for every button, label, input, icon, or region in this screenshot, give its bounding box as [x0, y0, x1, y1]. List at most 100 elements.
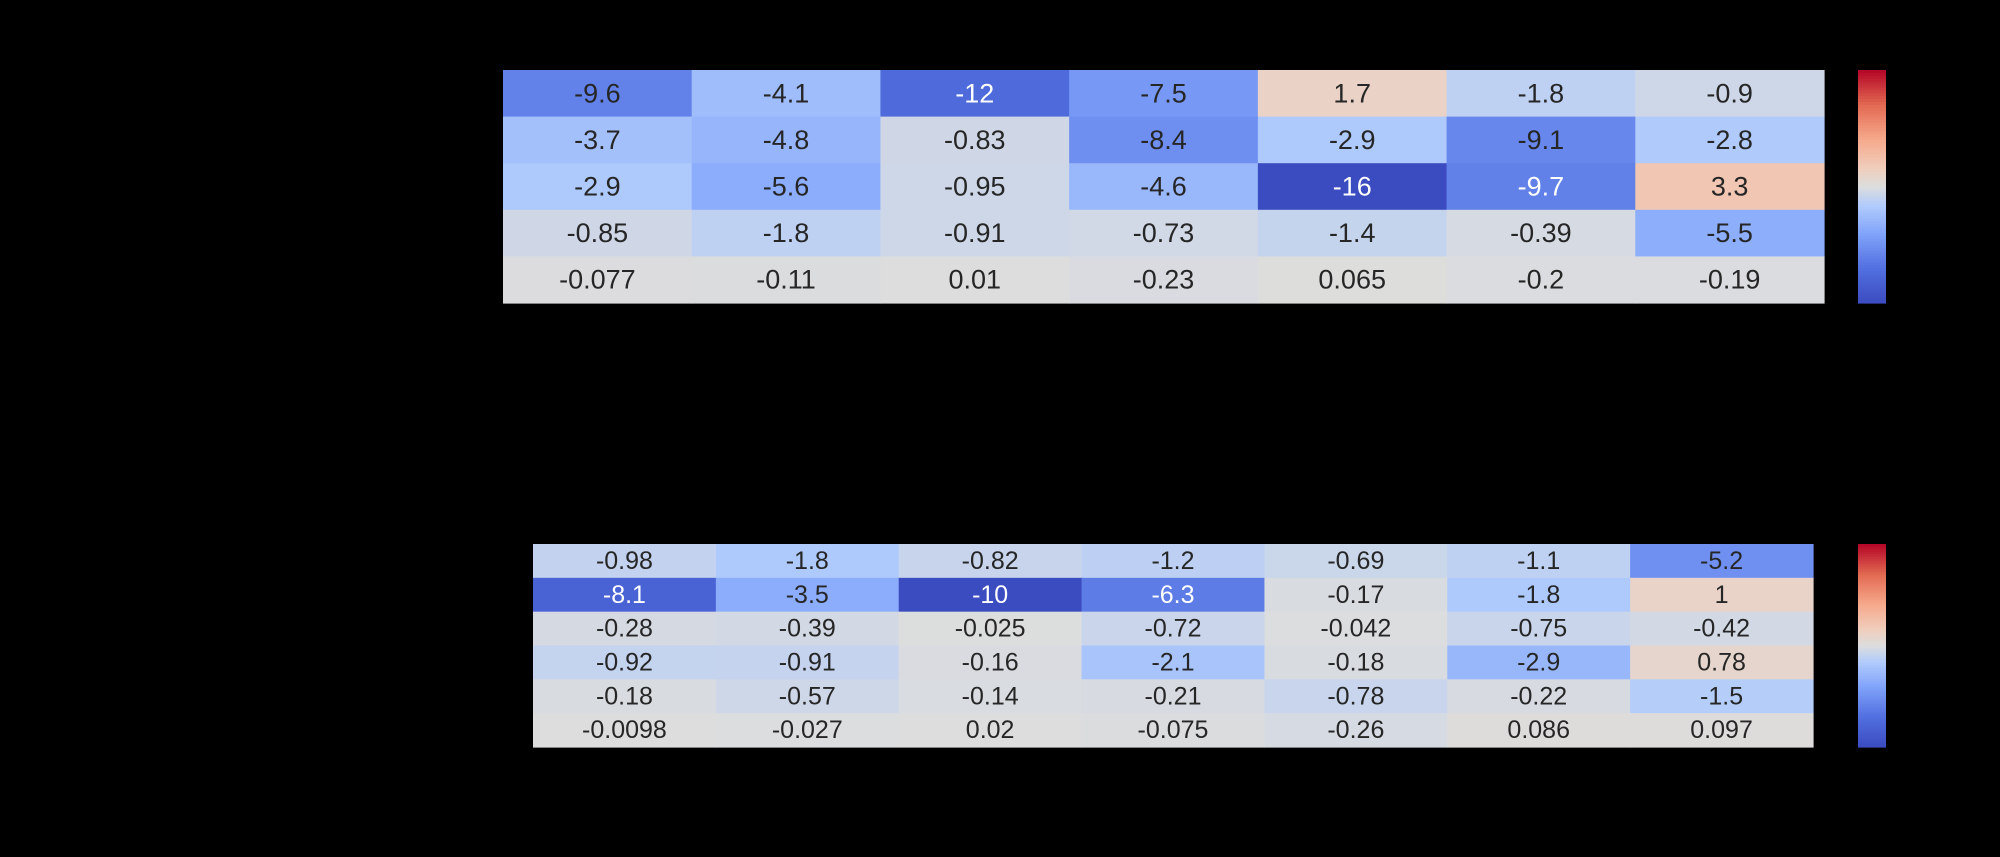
heatmap-cell	[898, 679, 1083, 714]
colorbar-segment	[1858, 670, 1886, 675]
cell-label: -5.5	[1706, 218, 1753, 248]
colorbar-segment	[1858, 238, 1886, 243]
heatmap-cell	[533, 679, 717, 714]
cell-label: -0.72	[1145, 615, 1202, 643]
colorbar-segment	[1858, 556, 1886, 560]
cell-label: -3.7	[574, 125, 621, 155]
colorbar-segment	[1858, 653, 1886, 657]
cell-label: -1.2	[1151, 547, 1194, 575]
heatmap-cell	[1446, 256, 1636, 304]
colorbar-segment	[1858, 741, 1886, 746]
colorbar-segment	[1858, 163, 1886, 167]
colorbar-segment	[1858, 244, 1886, 249]
colorbar-segment	[1858, 589, 1886, 593]
heatmap-cell	[715, 679, 900, 714]
colorbar-segment	[1858, 203, 1886, 208]
colorbar-segment	[1858, 113, 1886, 118]
colorbar-segment	[1858, 635, 1886, 639]
cell-label: -4.6	[1140, 172, 1187, 202]
colorbar-segment	[1858, 171, 1886, 176]
cell-label: 1.7	[1333, 78, 1371, 108]
colorbar-segment	[1858, 136, 1886, 141]
cell-label: -0.91	[779, 648, 836, 676]
heatmap-cell	[691, 163, 882, 211]
colorbar-segment	[1858, 554, 1886, 558]
colorbar-segment	[1858, 134, 1886, 138]
colorbar-segment	[1858, 99, 1886, 103]
colorbar-segment	[1858, 673, 1886, 677]
colorbar-segment	[1858, 696, 1886, 700]
colorbar-segment	[1858, 236, 1886, 240]
cell-label: -0.92	[596, 648, 653, 676]
heatmap-cell	[715, 611, 900, 647]
cell-label: -0.85	[567, 218, 629, 248]
colorbar-segment	[1858, 663, 1886, 667]
cell-label: -0.0098	[582, 716, 667, 744]
colorbar-segment	[1858, 609, 1886, 614]
heatmap-cell	[1257, 256, 1448, 304]
cell-label: -0.14	[962, 682, 1019, 710]
colorbar-segment	[1858, 270, 1886, 275]
colorbar-segment	[1858, 706, 1886, 710]
colorbar-segment	[1858, 160, 1886, 164]
cell-label: -0.39	[1510, 218, 1572, 248]
colorbar-segment	[1858, 96, 1886, 100]
heatmap-cell	[1446, 70, 1636, 118]
heatmap-cell	[1630, 611, 1814, 647]
colorbar-segment	[1858, 632, 1886, 636]
heatmap-cell	[715, 577, 900, 613]
colorbar-segment	[1858, 703, 1886, 707]
cell-label: -0.027	[772, 716, 843, 744]
heatmap-cell	[1081, 679, 1266, 714]
cell-label: -0.22	[1510, 682, 1567, 710]
heatmap-cell	[533, 713, 717, 748]
colorbar-segment	[1858, 265, 1886, 269]
cell-label: -8.1	[603, 581, 646, 609]
colorbar-segment	[1858, 151, 1886, 156]
colorbar-segment	[1858, 599, 1886, 603]
cell-label: -0.042	[1320, 615, 1391, 643]
colorbar-segment	[1858, 617, 1886, 621]
heatmap-cell	[533, 645, 717, 680]
cell-label: -1.4	[1329, 218, 1376, 248]
colorbar-segment	[1858, 247, 1886, 252]
cell-label: -0.82	[962, 547, 1019, 575]
colorbar-segment	[1858, 166, 1886, 170]
colorbar-segment	[1858, 122, 1886, 126]
colorbar-segment	[1858, 607, 1886, 611]
colorbar-segment	[1858, 142, 1886, 147]
heatmap-cell	[533, 611, 717, 647]
colorbar-bottom	[1858, 544, 1886, 748]
colorbar-segment	[1858, 701, 1886, 705]
colorbar-segment	[1858, 544, 1886, 548]
colorbar-segment	[1858, 650, 1886, 654]
cell-label: -4.8	[763, 125, 810, 155]
heatmap-cell	[691, 256, 882, 304]
cell-label: -0.75	[1510, 615, 1567, 643]
colorbar-segment	[1858, 157, 1886, 161]
colorbar-segment	[1858, 291, 1886, 295]
heatmap-cell	[1447, 577, 1631, 613]
colorbar-segment	[1858, 729, 1886, 733]
heatmap-cell	[1446, 116, 1636, 164]
heatmap-cell	[1069, 256, 1259, 304]
colorbar-segment	[1858, 102, 1886, 106]
cell-label: -2.9	[1517, 648, 1560, 676]
heatmap-cell	[1264, 544, 1448, 579]
cell-label: -0.075	[1138, 716, 1209, 744]
colorbar-segment	[1858, 215, 1886, 220]
heatmap-cell	[1446, 209, 1636, 257]
cell-label: 0.02	[966, 716, 1015, 744]
colorbar-segment	[1858, 658, 1886, 662]
colorbar-segment	[1858, 592, 1886, 596]
colorbar-segment	[1858, 268, 1886, 272]
cell-label: -0.39	[779, 615, 836, 643]
colorbar-top	[1858, 70, 1886, 304]
colorbar-segment	[1858, 294, 1886, 298]
colorbar-segment	[1858, 279, 1886, 284]
colorbar-segment	[1858, 686, 1886, 690]
colorbar-segment	[1858, 192, 1886, 196]
colorbar-segment	[1858, 551, 1886, 555]
heatmap-cell	[880, 209, 1070, 257]
colorbar-segment	[1858, 201, 1886, 205]
